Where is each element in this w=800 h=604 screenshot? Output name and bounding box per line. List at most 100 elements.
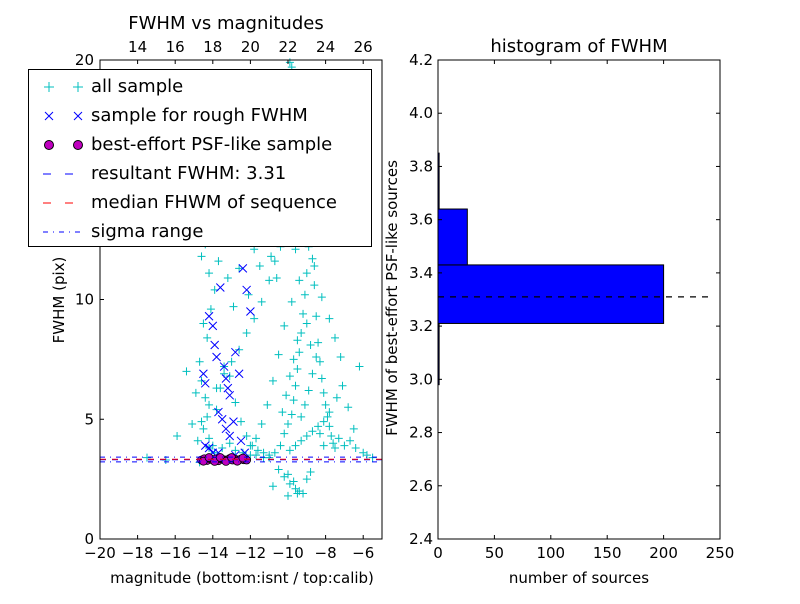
all-sample-point bbox=[199, 319, 208, 328]
rough-sample-point bbox=[242, 285, 251, 295]
all-sample-point bbox=[205, 400, 214, 409]
all-sample-point bbox=[280, 429, 289, 438]
all-sample-point bbox=[312, 352, 321, 361]
histogram-xlabel: number of sources bbox=[509, 569, 649, 587]
all-sample-point bbox=[317, 374, 326, 383]
rough-sample-point bbox=[231, 347, 240, 357]
all-sample-point bbox=[310, 261, 319, 270]
all-sample-point bbox=[182, 367, 191, 376]
all-sample-point bbox=[191, 388, 200, 397]
histogram-plot: histogram of FWHM number of sources FWHM… bbox=[383, 36, 734, 587]
histogram-title: histogram of FWHM bbox=[490, 36, 667, 57]
x-tick-label: 250 bbox=[706, 544, 735, 562]
y-tick-label: 3.0 bbox=[409, 370, 433, 388]
all-sample-point bbox=[253, 446, 262, 455]
all-sample-point bbox=[315, 357, 324, 366]
all-sample-point bbox=[282, 391, 291, 400]
all-sample-point bbox=[205, 434, 214, 443]
x-tick-label: −6 bbox=[352, 544, 374, 562]
rough-sample-point bbox=[199, 369, 208, 379]
y-tick-label: 10 bbox=[75, 291, 94, 309]
legend-entry-all-sample: all sample bbox=[29, 75, 371, 99]
y-tick-label: 20 bbox=[75, 51, 94, 69]
all-sample-point bbox=[325, 314, 334, 323]
all-sample-point bbox=[349, 424, 358, 433]
all-sample-point bbox=[295, 276, 304, 285]
all-sample-point bbox=[319, 388, 328, 397]
all-sample-point bbox=[291, 441, 300, 450]
all-sample-point bbox=[205, 269, 214, 278]
all-sample-point bbox=[332, 393, 341, 402]
all-sample-point bbox=[355, 362, 364, 371]
all-sample-point bbox=[223, 273, 232, 282]
all-sample-point bbox=[321, 400, 330, 409]
circle-marker-icon bbox=[44, 140, 83, 150]
all-sample-point bbox=[188, 420, 197, 429]
legend-entry-sigma-range: sigma range bbox=[29, 220, 371, 244]
all-sample-point bbox=[327, 432, 336, 441]
all-sample-point bbox=[193, 436, 202, 445]
all-sample-point bbox=[225, 372, 234, 381]
all-sample-point bbox=[325, 422, 334, 431]
legend-entry-rough-sample: sample for rough FWHM bbox=[29, 104, 371, 128]
scatter-title: FWHM vs magnitudes bbox=[128, 13, 323, 34]
x-tick-label: −20 bbox=[84, 544, 116, 562]
rough-sample-point bbox=[215, 283, 225, 292]
all-sample-point bbox=[284, 470, 292, 479]
all-sample-point bbox=[293, 489, 302, 498]
y-tick-label: 5 bbox=[84, 410, 94, 428]
all-sample-point bbox=[257, 297, 266, 306]
all-sample-point bbox=[302, 432, 311, 441]
top-x-tick-label: 20 bbox=[241, 38, 260, 56]
rough-sample-point bbox=[204, 443, 214, 453]
all-sample-point bbox=[308, 369, 317, 378]
y-tick-label: 4.0 bbox=[409, 104, 433, 122]
rough-sample-point bbox=[212, 352, 221, 362]
all-sample-point bbox=[336, 352, 345, 361]
legend-entry-resultant-fwhm: resultant FWHM: 3.31 bbox=[29, 162, 371, 186]
x-tick-label: 50 bbox=[485, 544, 504, 562]
all-sample-point bbox=[331, 443, 339, 452]
all-sample-point bbox=[300, 290, 309, 299]
dashed-line-icon bbox=[43, 202, 85, 204]
all-sample-point bbox=[246, 441, 255, 450]
all-sample-point bbox=[197, 252, 206, 261]
rough-sample-point bbox=[236, 436, 246, 446]
all-sample-point bbox=[310, 281, 319, 290]
x-tick-label: −10 bbox=[272, 544, 304, 562]
all-sample-point bbox=[227, 357, 236, 366]
rough-sample-point bbox=[223, 383, 233, 393]
legend-entry-psf-sample: best-effort PSF-like sample bbox=[29, 133, 371, 157]
all-sample-point bbox=[284, 491, 292, 500]
legend-label: median FHWM of sequence bbox=[91, 192, 337, 213]
all-sample-point bbox=[265, 276, 274, 285]
scatter-ylabel: FWHM (pix) bbox=[50, 257, 68, 344]
rough-sample-point bbox=[238, 264, 248, 273]
all-sample-point bbox=[304, 386, 313, 395]
all-sample-point bbox=[201, 393, 210, 402]
all-sample-point bbox=[276, 441, 285, 450]
rough-sample-point bbox=[200, 441, 210, 450]
y-tick-label: 3.6 bbox=[409, 211, 433, 229]
x-tick-label: −16 bbox=[159, 544, 191, 562]
all-sample-point bbox=[231, 446, 240, 455]
all-sample-point bbox=[289, 355, 298, 364]
legend-label: all sample bbox=[91, 76, 184, 97]
rough-sample-point bbox=[246, 307, 255, 316]
legend-label: sample for rough FWHM bbox=[91, 105, 308, 126]
all-sample-point bbox=[242, 329, 251, 338]
all-sample-point bbox=[278, 408, 287, 417]
rough-sample-point bbox=[234, 369, 244, 379]
all-sample-point bbox=[315, 429, 324, 438]
all-sample-point bbox=[263, 400, 272, 409]
all-sample-point bbox=[203, 333, 212, 342]
all-sample-point bbox=[235, 345, 244, 354]
x-tick-label: −18 bbox=[122, 544, 154, 562]
all-sample-point bbox=[314, 338, 323, 347]
y-tick-label: 2.6 bbox=[409, 477, 433, 495]
all-sample-point bbox=[289, 396, 298, 405]
rough-sample-point bbox=[208, 321, 218, 331]
scatter-xlabel: magnitude (bottom:isnt / top:calib) bbox=[110, 569, 374, 587]
all-sample-point bbox=[340, 441, 349, 450]
histogram-bar bbox=[437, 208, 468, 266]
